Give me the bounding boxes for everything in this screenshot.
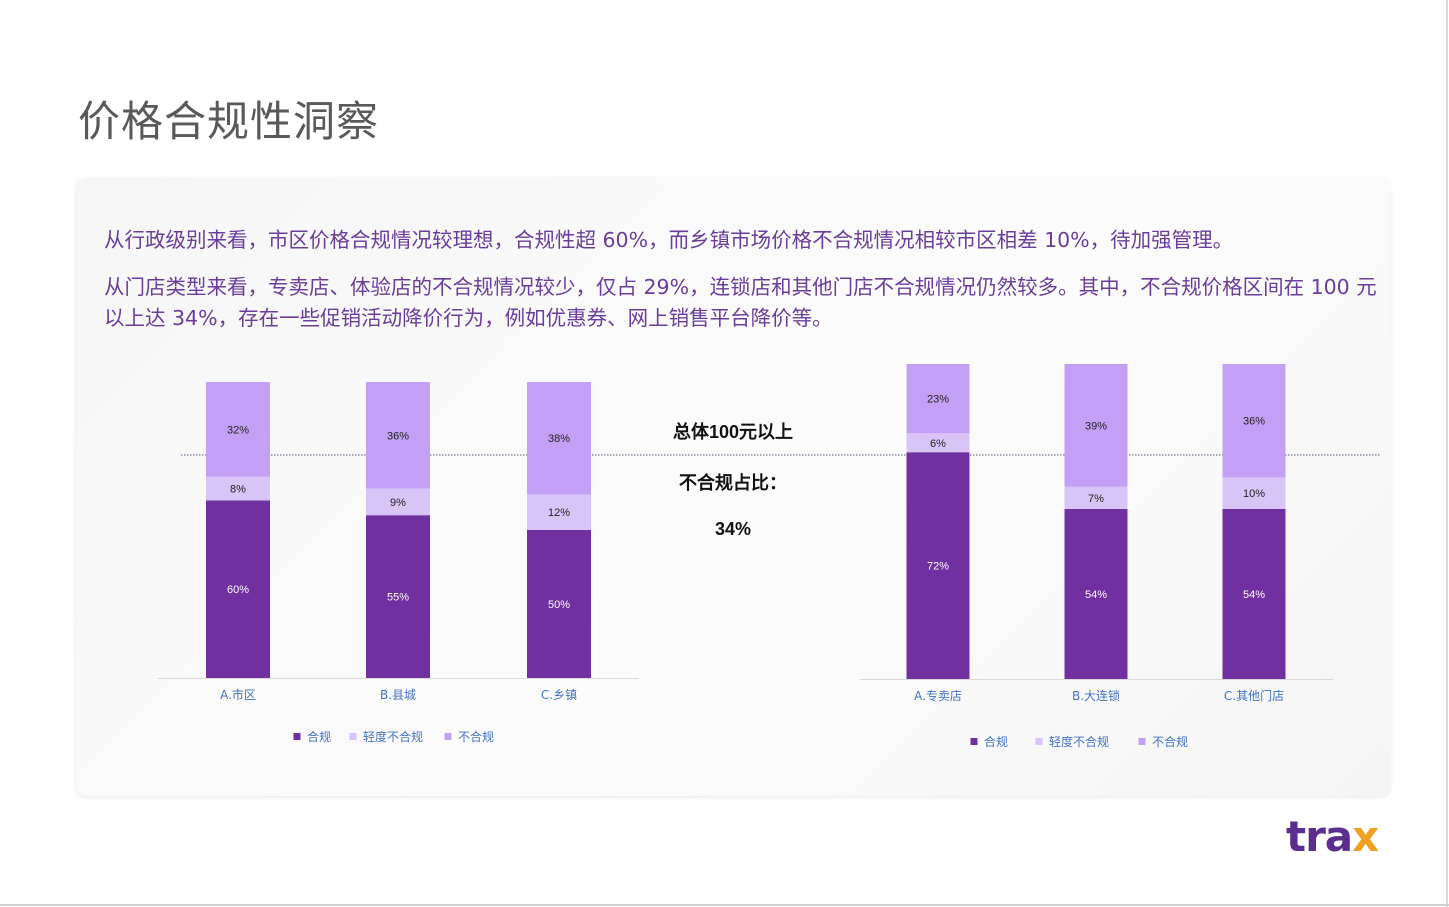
chart2-tick-label: C.其他门店 xyxy=(1224,688,1284,703)
chart2-tick-label: B.大连锁 xyxy=(1072,688,1120,703)
chart1-bar-2-seg-3 xyxy=(366,382,430,489)
chart2-legend-marker xyxy=(1138,738,1146,745)
chart1-data-label: 12% xyxy=(548,507,570,519)
chart1-bar-3-seg-1 xyxy=(527,530,591,678)
chart1-tick-label: A.市区 xyxy=(220,687,256,702)
center-note-line2: 不合规占比： xyxy=(679,473,787,493)
chart1-data-label: 50% xyxy=(548,599,570,611)
chart2-data-label: 39% xyxy=(1085,420,1107,432)
chart2-bar-1-seg-1 xyxy=(906,452,970,679)
chart2-data-label: 54% xyxy=(1243,589,1265,601)
page-bottom-edge xyxy=(0,904,1449,906)
chart1-bar-3-seg-3 xyxy=(527,382,591,495)
chart2-bar-1-seg-3 xyxy=(906,364,970,434)
chart1-data-label: 32% xyxy=(227,424,249,436)
chart1-legend-label: 不合规 xyxy=(458,729,494,744)
center-note-line1: 总体100元以上 xyxy=(672,422,794,442)
chart1-legend-marker xyxy=(444,733,452,740)
trax-logo: trax xyxy=(1286,812,1379,861)
chart2-tick-label: A.专卖店 xyxy=(914,688,962,703)
chart1-legend-marker xyxy=(293,733,301,740)
chart2-legend-label: 合规 xyxy=(984,734,1008,749)
chart1-bar-2-seg-2 xyxy=(366,488,430,516)
chart2-bar-2-seg-1 xyxy=(1064,508,1128,679)
chart1-legend-marker xyxy=(349,733,357,740)
chart1-data-label: 36% xyxy=(387,430,409,442)
chart2-bar-2-seg-2 xyxy=(1064,486,1128,509)
chart2-legend-label: 不合规 xyxy=(1152,734,1188,749)
chart2-data-label: 23% xyxy=(927,394,949,406)
center-note-value: 34% xyxy=(714,519,752,539)
chart2-bar-1-seg-2 xyxy=(906,433,970,453)
paragraph-store-type: 从门店类型来看，专卖店、体验店的不合规情况较少，仅占 29%，连锁店和其他门店不… xyxy=(104,275,1377,330)
chart2-legend-marker xyxy=(970,738,978,745)
chart1-bar-2-seg-1 xyxy=(366,515,430,678)
chart2-data-label: 6% xyxy=(930,438,946,450)
chart2-data-label: 72% xyxy=(927,561,949,573)
chart1-legend-label: 合规 xyxy=(307,729,331,744)
chart1-bar-1-seg-2 xyxy=(206,476,270,501)
chart2-bar-3-seg-3 xyxy=(1222,364,1286,478)
chart1-bar-1-seg-1 xyxy=(206,500,270,678)
chart2-bar-3-seg-2 xyxy=(1222,477,1286,509)
chart2-bar-2-seg-3 xyxy=(1064,364,1128,487)
page-right-edge xyxy=(1446,0,1448,907)
chart1-data-label: 9% xyxy=(390,497,406,509)
chart1-tick-label: B.县城 xyxy=(380,688,416,702)
chart2-data-label: 54% xyxy=(1085,589,1107,601)
paragraph-admin-level: 从行政级别来看，市区价格合规情况较理想，合规性超 60%，而乡镇市场价格不合规情… xyxy=(104,228,1234,252)
chart2-data-label: 10% xyxy=(1243,488,1265,500)
chart1-tick-label: C.乡镇 xyxy=(541,688,577,702)
chart1-data-label: 60% xyxy=(227,584,249,596)
chart1-legend-label: 轻度不合规 xyxy=(363,729,423,744)
chart1-bar-1-seg-3 xyxy=(206,382,270,477)
logo-accent: x xyxy=(1352,812,1379,861)
chart2-data-label: 36% xyxy=(1243,416,1265,428)
chart2-bar-3-seg-1 xyxy=(1222,508,1286,679)
page-title: 价格合规性洞察 xyxy=(78,97,380,146)
chart1-data-label: 38% xyxy=(548,433,570,445)
logo-text: tra xyxy=(1286,812,1353,861)
chart2-data-label: 7% xyxy=(1088,493,1104,505)
chart1-data-label: 55% xyxy=(387,592,409,604)
chart1-data-label: 8% xyxy=(230,484,246,496)
chart1-bar-3-seg-2 xyxy=(527,494,591,530)
chart2-legend-label: 轻度不合规 xyxy=(1049,734,1109,749)
chart2-legend-marker xyxy=(1035,738,1043,745)
content-card xyxy=(76,178,1390,796)
